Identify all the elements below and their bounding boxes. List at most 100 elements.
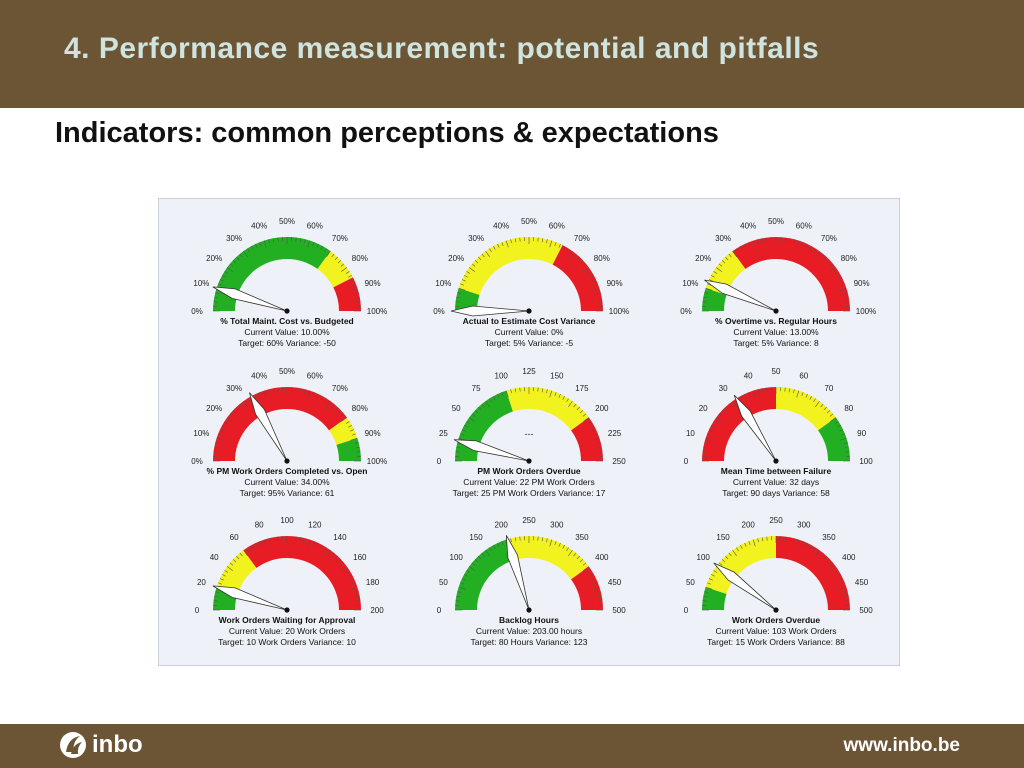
gauge-band <box>702 288 727 311</box>
gauge-tick-mark <box>224 421 229 424</box>
gauge-tick-mark <box>582 562 587 566</box>
gauge-current-value: Current Value: 10.00% <box>244 327 330 337</box>
gauge-tick-label: 300 <box>550 520 564 529</box>
gauge-tick-mark <box>826 260 831 264</box>
gauge-tick-mark <box>796 539 800 547</box>
gauge-tick-mark <box>843 442 848 444</box>
gauge-tick-mark <box>568 400 573 407</box>
gauge-tick-label: 60% <box>796 221 812 230</box>
gauge-target: Target: 60% Variance: -50 <box>238 338 336 348</box>
gauge-tick-mark <box>229 562 234 566</box>
gauge-needle <box>733 394 777 462</box>
gauge-tick-mark <box>740 396 743 400</box>
gauge-band <box>216 550 257 594</box>
gauge-tick-mark <box>583 267 590 272</box>
gauge-tick-mark <box>466 570 471 573</box>
gauge-tick-label: 20 <box>197 578 206 587</box>
gauge-tick-label: 30% <box>226 384 242 393</box>
gauge-title: Work Orders Overdue <box>732 615 820 625</box>
gauge-tick-label: 20% <box>206 404 222 413</box>
gauge-tick-mark <box>247 547 250 552</box>
gauge-current-value: Current Value: 34.00% <box>244 477 330 487</box>
gauge-1: 0% 10% 20% 30% 40% 50% 60% 70% 80% 90% 100% % Total… <box>191 217 387 348</box>
gauge-tick-mark <box>590 275 594 278</box>
gauge-tick-mark <box>468 267 475 272</box>
gauge-tick-mark <box>576 256 580 261</box>
gauge-tick-mark <box>466 271 471 274</box>
gauge-tick-mark <box>590 574 594 577</box>
gauge-tick-mark <box>823 406 827 411</box>
gauge-tick-mark <box>255 393 258 398</box>
gauge-tick-mark <box>839 586 847 590</box>
gauge-tick-mark <box>489 547 492 552</box>
gauge-tick-label: 50 <box>452 404 461 413</box>
gauge-tick-mark <box>702 451 707 453</box>
gauge-tick-mark <box>458 287 466 291</box>
gauge-tick-mark <box>813 547 816 552</box>
gauge-tick-mark <box>316 243 319 248</box>
gauge-tick-mark <box>460 283 465 286</box>
gauge-tick-mark <box>224 271 229 274</box>
gauge-tick-mark <box>801 392 804 397</box>
gauge-tick-mark <box>573 552 577 557</box>
gauge-tick-mark <box>707 433 712 436</box>
gauge-tick-label: 20% <box>695 254 711 263</box>
gauge-tick-mark <box>251 246 254 250</box>
gauge-tick-label: 100 <box>859 457 873 466</box>
gauge-tick-mark <box>218 582 223 585</box>
gauge-tick-mark <box>222 425 226 428</box>
gauge-tick-mark <box>461 279 466 282</box>
gauge-tick-mark <box>708 279 713 282</box>
gauge-tick-mark <box>820 253 824 258</box>
gauge-tick-mark <box>562 396 565 400</box>
gauge-tick-mark <box>334 406 338 411</box>
gauge-target: Target: 15 Work Orders Variance: 88 <box>707 637 845 647</box>
inbo-logo-icon <box>60 732 86 758</box>
gauge-tick-mark <box>766 237 768 242</box>
gauge-tick-mark <box>471 263 476 267</box>
gauge-tick-mark <box>593 433 598 436</box>
gauge-tick-mark <box>788 388 791 393</box>
gauge-tick-mark <box>455 600 460 602</box>
gauge-tick-mark <box>263 539 267 547</box>
gauge-tick-mark <box>592 429 597 432</box>
gauge-tick-mark <box>830 417 837 422</box>
gauge-tick-label: 10% <box>193 429 209 438</box>
gauge-tick-mark <box>596 292 601 294</box>
gauge-tick-mark <box>554 392 557 397</box>
gauge-tick-label: 80% <box>352 404 368 413</box>
gauge-tick-mark <box>493 246 496 250</box>
gauge-4: 0% 10% 20% 30% 40% 50% 60% 70% 80% 90% 100%% PM Wo… <box>191 367 387 498</box>
gauge-hub <box>526 308 532 314</box>
gauge-tick-mark <box>703 296 708 299</box>
gauge-tick-mark <box>748 242 751 247</box>
gauge-tick-mark <box>784 387 786 392</box>
gauge-tick-mark <box>598 301 603 303</box>
gauge-tick-mark <box>350 437 358 441</box>
gauge-tick-mark <box>713 271 718 274</box>
gauge-tick-mark <box>247 398 250 403</box>
gauge-tick-label: 10% <box>682 279 698 288</box>
gauge-tick-mark <box>350 429 355 432</box>
slide-footer: inbo www.inbo.be <box>0 724 1024 768</box>
slide-title: 4. Performance measurement: potential an… <box>64 32 820 65</box>
gauge-tick-mark <box>326 549 331 556</box>
gauge-band <box>702 587 727 610</box>
gauge-band <box>455 539 513 610</box>
gauge-tick-mark <box>592 287 600 291</box>
gauge-band <box>705 536 776 594</box>
gauge-tick-mark <box>519 536 521 541</box>
gauge-tick-label: 40% <box>493 221 509 230</box>
gauge-tick-label: 70% <box>332 384 348 393</box>
gauge-tick-mark <box>829 263 834 267</box>
gauge-tick-mark <box>593 582 598 585</box>
gauge-tick-mark <box>259 392 262 397</box>
gauge-band <box>776 387 836 431</box>
gauge-tick-mark <box>243 250 248 257</box>
gauge-tick-mark <box>299 537 302 542</box>
gauge-tick-mark <box>214 595 219 598</box>
gauge-tick-mark <box>468 566 475 571</box>
gauge-tick-mark <box>826 410 831 414</box>
gauge-tick-mark <box>501 392 504 397</box>
gauge-tick-mark <box>510 538 512 543</box>
